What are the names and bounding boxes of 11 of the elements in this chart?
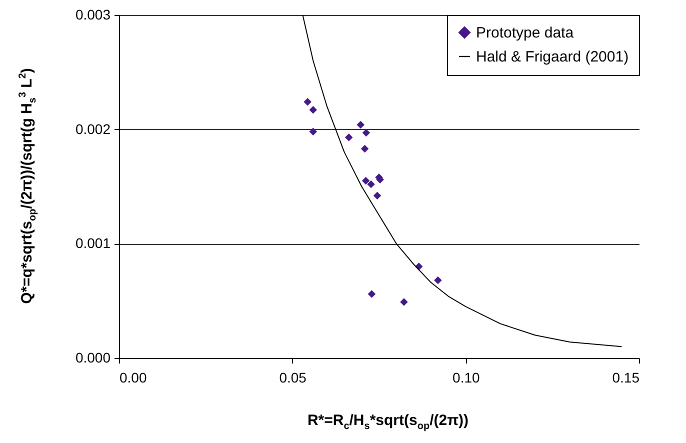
x-axis-title: R*=R$_{c}$/H$_{s}$*sqrt(s$_{op}$/(2π)) (306, 412, 470, 432)
x-tick-label: 0.00 (120, 370, 147, 386)
x-tick-label: 0.10 (452, 370, 480, 386)
y-tick-label: 0.000 (75, 350, 111, 366)
x-tick-label: 0.15 (612, 370, 640, 386)
y-tick-label: 0.002 (75, 120, 111, 137)
legend-label: Hald & Frigaard (2001) (476, 48, 629, 66)
y-tick-label: 0.003 (75, 6, 111, 22)
legend-label: Prototype data (476, 24, 574, 42)
x-tick-label: 0.05 (279, 370, 307, 386)
y-tick-label: 0.001 (75, 235, 111, 252)
